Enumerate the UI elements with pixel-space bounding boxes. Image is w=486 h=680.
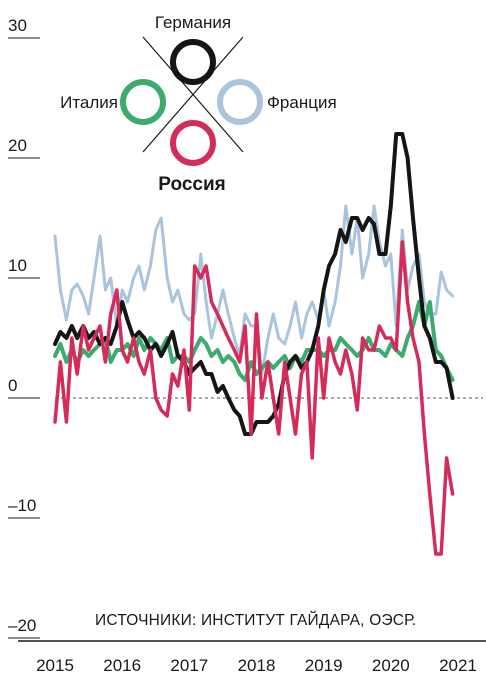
legend-label-italy: Италия	[60, 93, 118, 112]
y-tick-labels: 30 20 10 0 –10 –20	[8, 16, 36, 635]
legend-cross-line	[142, 36, 244, 153]
y-gridlines	[8, 37, 40, 639]
legend-ring-germany	[170, 39, 216, 85]
x-tick-label: 2018	[238, 656, 276, 675]
x-tick-labels: 2015 2016 2017 2018 2019 2020 2021	[36, 656, 477, 675]
y-tick-label: 0	[8, 376, 17, 395]
series-line-3	[53, 240, 455, 556]
y-tick-label: 10	[8, 256, 27, 275]
legend-label-france: Франция	[267, 93, 337, 112]
legend-ring-france	[217, 79, 263, 125]
legend-label-russia: Россия	[158, 174, 225, 195]
legend-ring-russia	[170, 120, 216, 166]
source-note: ИСТОЧНИКИ: ИНСТИТУТ ГАЙДАРА, ОЭСР.	[95, 611, 416, 629]
legend: Германия Италия Франция Россия	[60, 13, 337, 195]
y-tick-label: 30	[8, 16, 27, 35]
series-line-0	[53, 204, 455, 376]
legend-label-germany: Германия	[155, 13, 231, 32]
x-tick-label: 2016	[103, 656, 141, 675]
legend-ring-italy	[120, 79, 166, 125]
x-tick-label: 2017	[170, 656, 208, 675]
y-tick-label: –10	[8, 496, 36, 515]
x-tick-label: 2021	[439, 656, 477, 675]
x-tick-label: 2020	[372, 656, 410, 675]
series-lines	[53, 132, 455, 556]
x-tick-label: 2019	[305, 656, 343, 675]
x-tick-label: 2015	[36, 656, 74, 675]
y-tick-label: 20	[8, 136, 27, 155]
y-tick-label: –20	[8, 616, 36, 635]
series-line-2	[53, 132, 455, 436]
